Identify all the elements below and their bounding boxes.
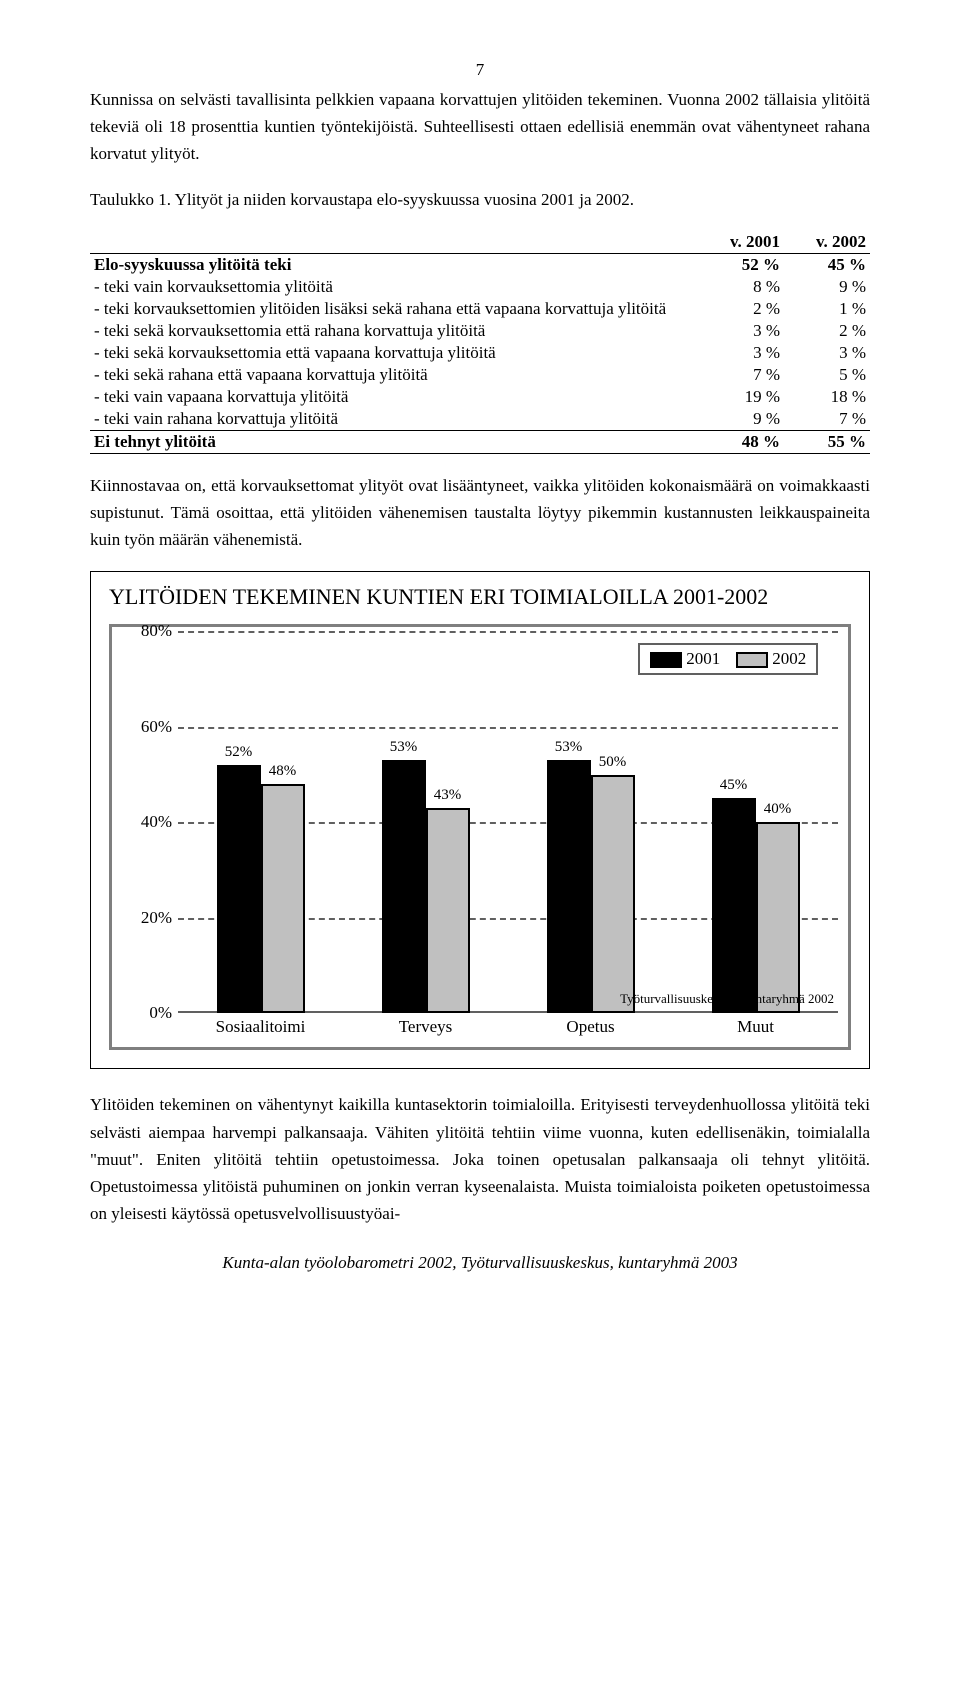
table-row: - teki sekä rahana että vapaana korvattu… [90,364,870,386]
bar-value-label: 43% [423,787,473,804]
table-row: - teki vain vapaana korvattuja ylitöitä1… [90,386,870,408]
paragraph-1: Kunnissa on selvästi tavallisinta pelkki… [90,86,870,168]
table-row: Ei tehnyt ylitöitä48 %55 % [90,430,870,453]
chart-bar [547,760,591,1013]
y-axis-label: 40% [120,812,172,832]
chart-title: YLITÖIDEN TEKEMINEN KUNTIEN ERI TOIMIALO… [109,584,851,610]
page-number: 7 [90,60,870,80]
chart-legend: 20012002 [638,643,818,675]
bar-value-label: 50% [588,754,638,771]
bar-value-label: 52% [214,744,264,761]
chart-bar [217,765,261,1013]
chart-frame: YLITÖIDEN TEKEMINEN KUNTIEN ERI TOIMIALO… [90,571,870,1069]
table-row: - teki korvauksettomien ylitöiden lisäks… [90,298,870,320]
overtime-table: v. 2001 v. 2002 Elo-syyskuussa ylitöitä … [90,231,870,454]
paragraph-2: Kiinnostavaa on, että korvauksettomat yl… [90,472,870,554]
chart-bar [382,760,426,1013]
y-axis-label: 80% [120,621,172,641]
x-axis-label: Muut [737,1017,774,1037]
table-row: - teki vain rahana korvattuja ylitöitä9 … [90,408,870,431]
table-col-2002: v. 2002 [784,231,870,254]
chart-bar [261,784,305,1013]
bar-value-label: 48% [258,763,308,780]
page-footer: Kunta-alan työolobarometri 2002, Työturv… [90,1253,870,1273]
overtime-bar-chart: 2001200252%48%53%43%53%50%45%40% Sosiaal… [109,624,851,1050]
bar-value-label: 53% [544,739,594,756]
y-axis-label: 0% [120,1003,172,1023]
chart-source: Työturvallisuuskeskus, kuntaryhmä 2002 [620,991,834,1007]
y-axis-label: 20% [120,908,172,928]
bar-value-label: 53% [379,739,429,756]
x-axis-label: Sosiaalitoimi [216,1017,306,1037]
x-axis-label: Opetus [566,1017,614,1037]
y-axis-label: 60% [120,717,172,737]
table-row: - teki sekä korvauksettomia että vapaana… [90,342,870,364]
paragraph-3: Ylitöiden tekeminen on vähentynyt kaikil… [90,1091,870,1227]
table-caption: Taulukko 1. Ylityöt ja niiden korvaustap… [90,186,870,213]
bar-value-label: 40% [753,801,803,818]
chart-bar [591,775,635,1014]
bar-value-label: 45% [709,777,759,794]
chart-bar [712,798,756,1013]
table-row: Elo-syyskuussa ylitöitä teki52 %45 % [90,253,870,276]
table-col-2001: v. 2001 [698,231,784,254]
x-axis-label: Terveys [399,1017,453,1037]
chart-bar [426,808,470,1013]
table-row: - teki vain korvauksettomia ylitöitä8 %9… [90,276,870,298]
table-row: - teki sekä korvauksettomia että rahana … [90,320,870,342]
chart-bar [756,822,800,1013]
